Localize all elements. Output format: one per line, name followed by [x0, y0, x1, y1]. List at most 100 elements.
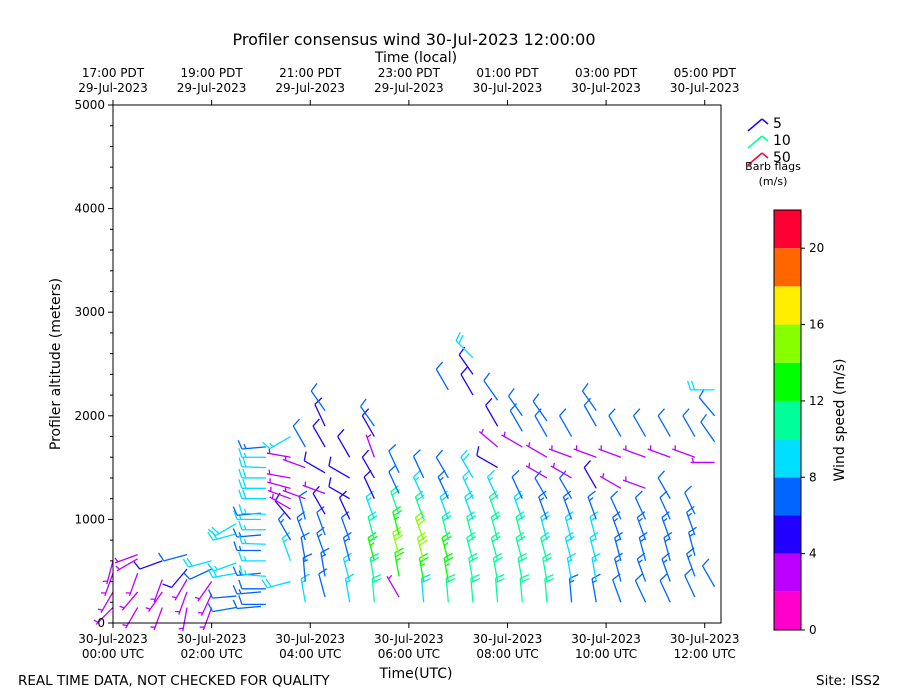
legend-barb-shaft — [747, 118, 763, 132]
barb-flag — [439, 490, 448, 498]
barb-shaft — [361, 456, 375, 479]
barb-shaft — [511, 476, 523, 499]
barb-shaft — [328, 486, 351, 500]
barb-flag — [657, 470, 665, 479]
wind-barb — [178, 607, 188, 632]
barb-flag — [261, 579, 268, 589]
barb-shaft — [659, 580, 671, 603]
barb-flag — [476, 446, 480, 456]
barb-legend-units: (m/s) — [759, 175, 788, 188]
barb-shaft — [202, 607, 213, 631]
chart-title: Profiler consensus wind 30-Jul-2023 12:0… — [232, 30, 595, 49]
barb-shaft — [458, 354, 474, 375]
barb-shaft — [312, 493, 326, 515]
barb-shaft — [212, 533, 237, 541]
wind-barb — [686, 380, 715, 391]
colorbar-label: Wind speed (m/s) — [832, 359, 848, 482]
barb-flag — [419, 552, 429, 559]
y-axis-ticks: 0 1000 2000 3000 4000 5000 — [74, 98, 113, 630]
barb-flag — [393, 530, 403, 537]
barb-shaft — [114, 554, 138, 564]
barb-shaft — [702, 565, 716, 588]
wind-barb — [614, 552, 623, 582]
barb-shaft — [363, 476, 375, 499]
wind-barb — [302, 481, 326, 495]
barb-flag — [318, 568, 328, 575]
wind-barb — [238, 534, 266, 545]
y-tick-label: 2000 — [74, 409, 105, 423]
barb-flag — [513, 490, 522, 498]
barb-flag — [394, 547, 404, 554]
barb-legend-label: 10 — [773, 133, 791, 149]
barb-half-flag — [317, 533, 323, 538]
wind-barb — [589, 511, 599, 541]
barb-half-flag — [115, 565, 120, 570]
barb-shaft — [360, 406, 375, 427]
barb-shaft — [494, 578, 499, 603]
colorbar-tick-label: 20 — [809, 241, 824, 255]
wind-barb — [386, 574, 400, 598]
barb-half-flag — [114, 557, 119, 563]
barb-shaft — [573, 448, 597, 458]
barb-flag — [238, 448, 243, 458]
wind-barb — [232, 585, 261, 595]
wind-barb — [483, 372, 499, 401]
wind-barb — [97, 591, 114, 614]
barb-flag — [566, 535, 575, 543]
barb-flag — [343, 552, 352, 559]
wind-barb — [468, 552, 479, 582]
barb-shaft — [622, 448, 646, 458]
barb-flag — [495, 577, 505, 583]
barb-flag — [238, 457, 243, 467]
barb-shaft — [274, 500, 292, 520]
quality-disclaimer: REAL TIME DATA, NOT CHECKED FOR QUALITY — [18, 673, 330, 689]
barb-flag — [207, 568, 214, 578]
barb-flag — [238, 595, 243, 605]
barb-shaft — [236, 605, 261, 610]
wind-barb — [455, 332, 474, 359]
barb-flag — [614, 552, 623, 559]
wind-barb — [238, 457, 266, 469]
wind-barb — [266, 469, 291, 479]
barb-flag — [540, 531, 549, 539]
barb-half-flag — [243, 508, 247, 514]
wind-barb — [298, 490, 308, 520]
barb-half-flag — [602, 473, 605, 478]
y-tick-label: 5000 — [74, 98, 105, 112]
x-tick-time: 08:00 UTC — [476, 647, 538, 661]
barb-shaft — [525, 444, 548, 458]
barb-flag — [368, 515, 378, 522]
barb-half-flag — [638, 517, 643, 522]
barb-shaft — [365, 496, 375, 520]
barb-flag — [238, 489, 243, 499]
barb-shaft — [509, 410, 523, 432]
wind-barb — [292, 418, 306, 448]
wind-barb — [312, 418, 326, 448]
wind-barb — [281, 531, 292, 562]
barb-flag — [232, 599, 238, 609]
barb-flag — [492, 535, 501, 543]
wind-barb — [162, 568, 188, 589]
y-tick-label: 0 — [97, 616, 105, 630]
barb-half-flag — [662, 517, 668, 522]
wind-barb — [485, 397, 499, 427]
barb-shaft — [559, 477, 573, 500]
barb-flag — [388, 464, 397, 473]
barb-flag — [559, 470, 567, 479]
barb-flag — [207, 589, 213, 599]
barb-shaft — [420, 578, 425, 603]
wind-barb — [634, 490, 647, 520]
wind-barb — [388, 444, 400, 474]
barb-half-flag — [145, 607, 151, 610]
barb-half-flag — [367, 497, 372, 502]
barb-flag — [158, 552, 165, 562]
barb-flag — [589, 531, 599, 539]
wind-barb — [659, 573, 671, 603]
colorbar-segment — [774, 286, 801, 325]
barb-legend-label: 50 — [773, 150, 791, 166]
wind-barb — [261, 578, 291, 589]
barb-shaft — [153, 579, 163, 603]
barb-flag — [516, 515, 526, 522]
wind-barb — [610, 490, 622, 520]
